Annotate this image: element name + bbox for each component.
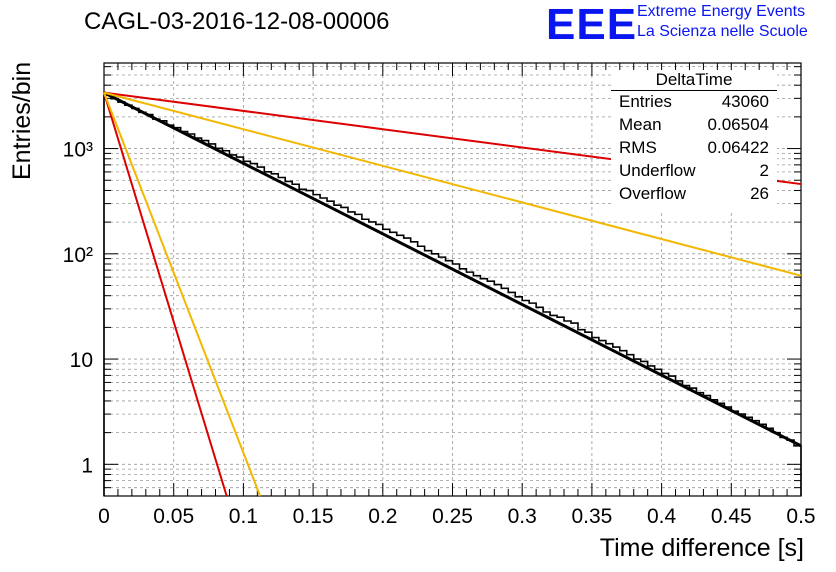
x-tick-label: 0 bbox=[98, 505, 110, 528]
histogram-step bbox=[103, 94, 802, 496]
stats-box: DeltaTime Entries 43060 Mean 0.06504 RMS… bbox=[611, 70, 777, 212]
x-tick-label: 0.25 bbox=[432, 505, 473, 528]
y-tick-label: 1 bbox=[81, 454, 93, 477]
x-tick-label: 0.3 bbox=[508, 505, 537, 528]
y-tick-label: 10³ bbox=[63, 139, 93, 162]
fit-curves bbox=[103, 91, 802, 497]
x-tick-label: 0.35 bbox=[571, 505, 612, 528]
x-tick-label: 0.1 bbox=[229, 505, 258, 528]
stats-row-mean: Mean 0.06504 bbox=[619, 115, 769, 137]
stats-title: DeltaTime bbox=[655, 70, 733, 89]
y-tick-labels: 1 10 10² 10³ bbox=[63, 139, 93, 478]
y-tick-label: 10 bbox=[70, 349, 93, 372]
stats-value: 0.06504 bbox=[707, 115, 769, 134]
x-axis-label: Time difference [s] bbox=[599, 534, 804, 562]
stats-value: 26 bbox=[750, 184, 769, 203]
x-tick-label: 0.5 bbox=[786, 505, 815, 528]
stats-value: 2 bbox=[759, 161, 769, 180]
curve-4 bbox=[103, 92, 228, 497]
curve-3 bbox=[103, 91, 802, 277]
logo-line-2: La Scienza nelle Scuole bbox=[637, 23, 808, 40]
stats-row-underflow: Underflow 2 bbox=[619, 161, 769, 183]
stats-value: 0.06422 bbox=[707, 138, 769, 157]
stats-row-rms: RMS 0.06422 bbox=[619, 138, 769, 160]
stats-label: Overflow bbox=[619, 184, 687, 203]
x-tick-label: 0.4 bbox=[647, 505, 677, 528]
y-tick-label: 10² bbox=[63, 244, 93, 267]
stats-label: Entries bbox=[619, 92, 672, 111]
curve-1 bbox=[103, 91, 802, 448]
eee-logo: EEE bbox=[546, 0, 638, 49]
stats-value: 43060 bbox=[721, 92, 769, 111]
x-tick-label: 0.45 bbox=[711, 505, 752, 528]
stats-label: Mean bbox=[619, 115, 662, 134]
curve-5 bbox=[103, 92, 262, 497]
y-axis-label: Entries/bin bbox=[8, 61, 36, 180]
histogram bbox=[103, 94, 802, 496]
stats-label: RMS bbox=[619, 138, 657, 157]
stats-divider bbox=[611, 90, 777, 91]
stats-row-entries: Entries 43060 bbox=[619, 92, 769, 114]
stats-row-overflow: Overflow 26 bbox=[619, 184, 769, 206]
x-tick-label: 0.2 bbox=[368, 505, 397, 528]
x-tick-label: 0.15 bbox=[293, 505, 334, 528]
chart-title: CAGL-03-2016-12-08-00006 bbox=[84, 8, 390, 35]
x-tick-labels: 0 0.05 0.1 0.15 0.2 0.25 0.3 0.35 0.4 0.45 0.5 bbox=[98, 505, 815, 528]
logo-line-1: Extreme Energy Events bbox=[637, 3, 806, 20]
stats-label: Underflow bbox=[619, 161, 696, 180]
x-tick-label: 0.05 bbox=[153, 505, 194, 528]
